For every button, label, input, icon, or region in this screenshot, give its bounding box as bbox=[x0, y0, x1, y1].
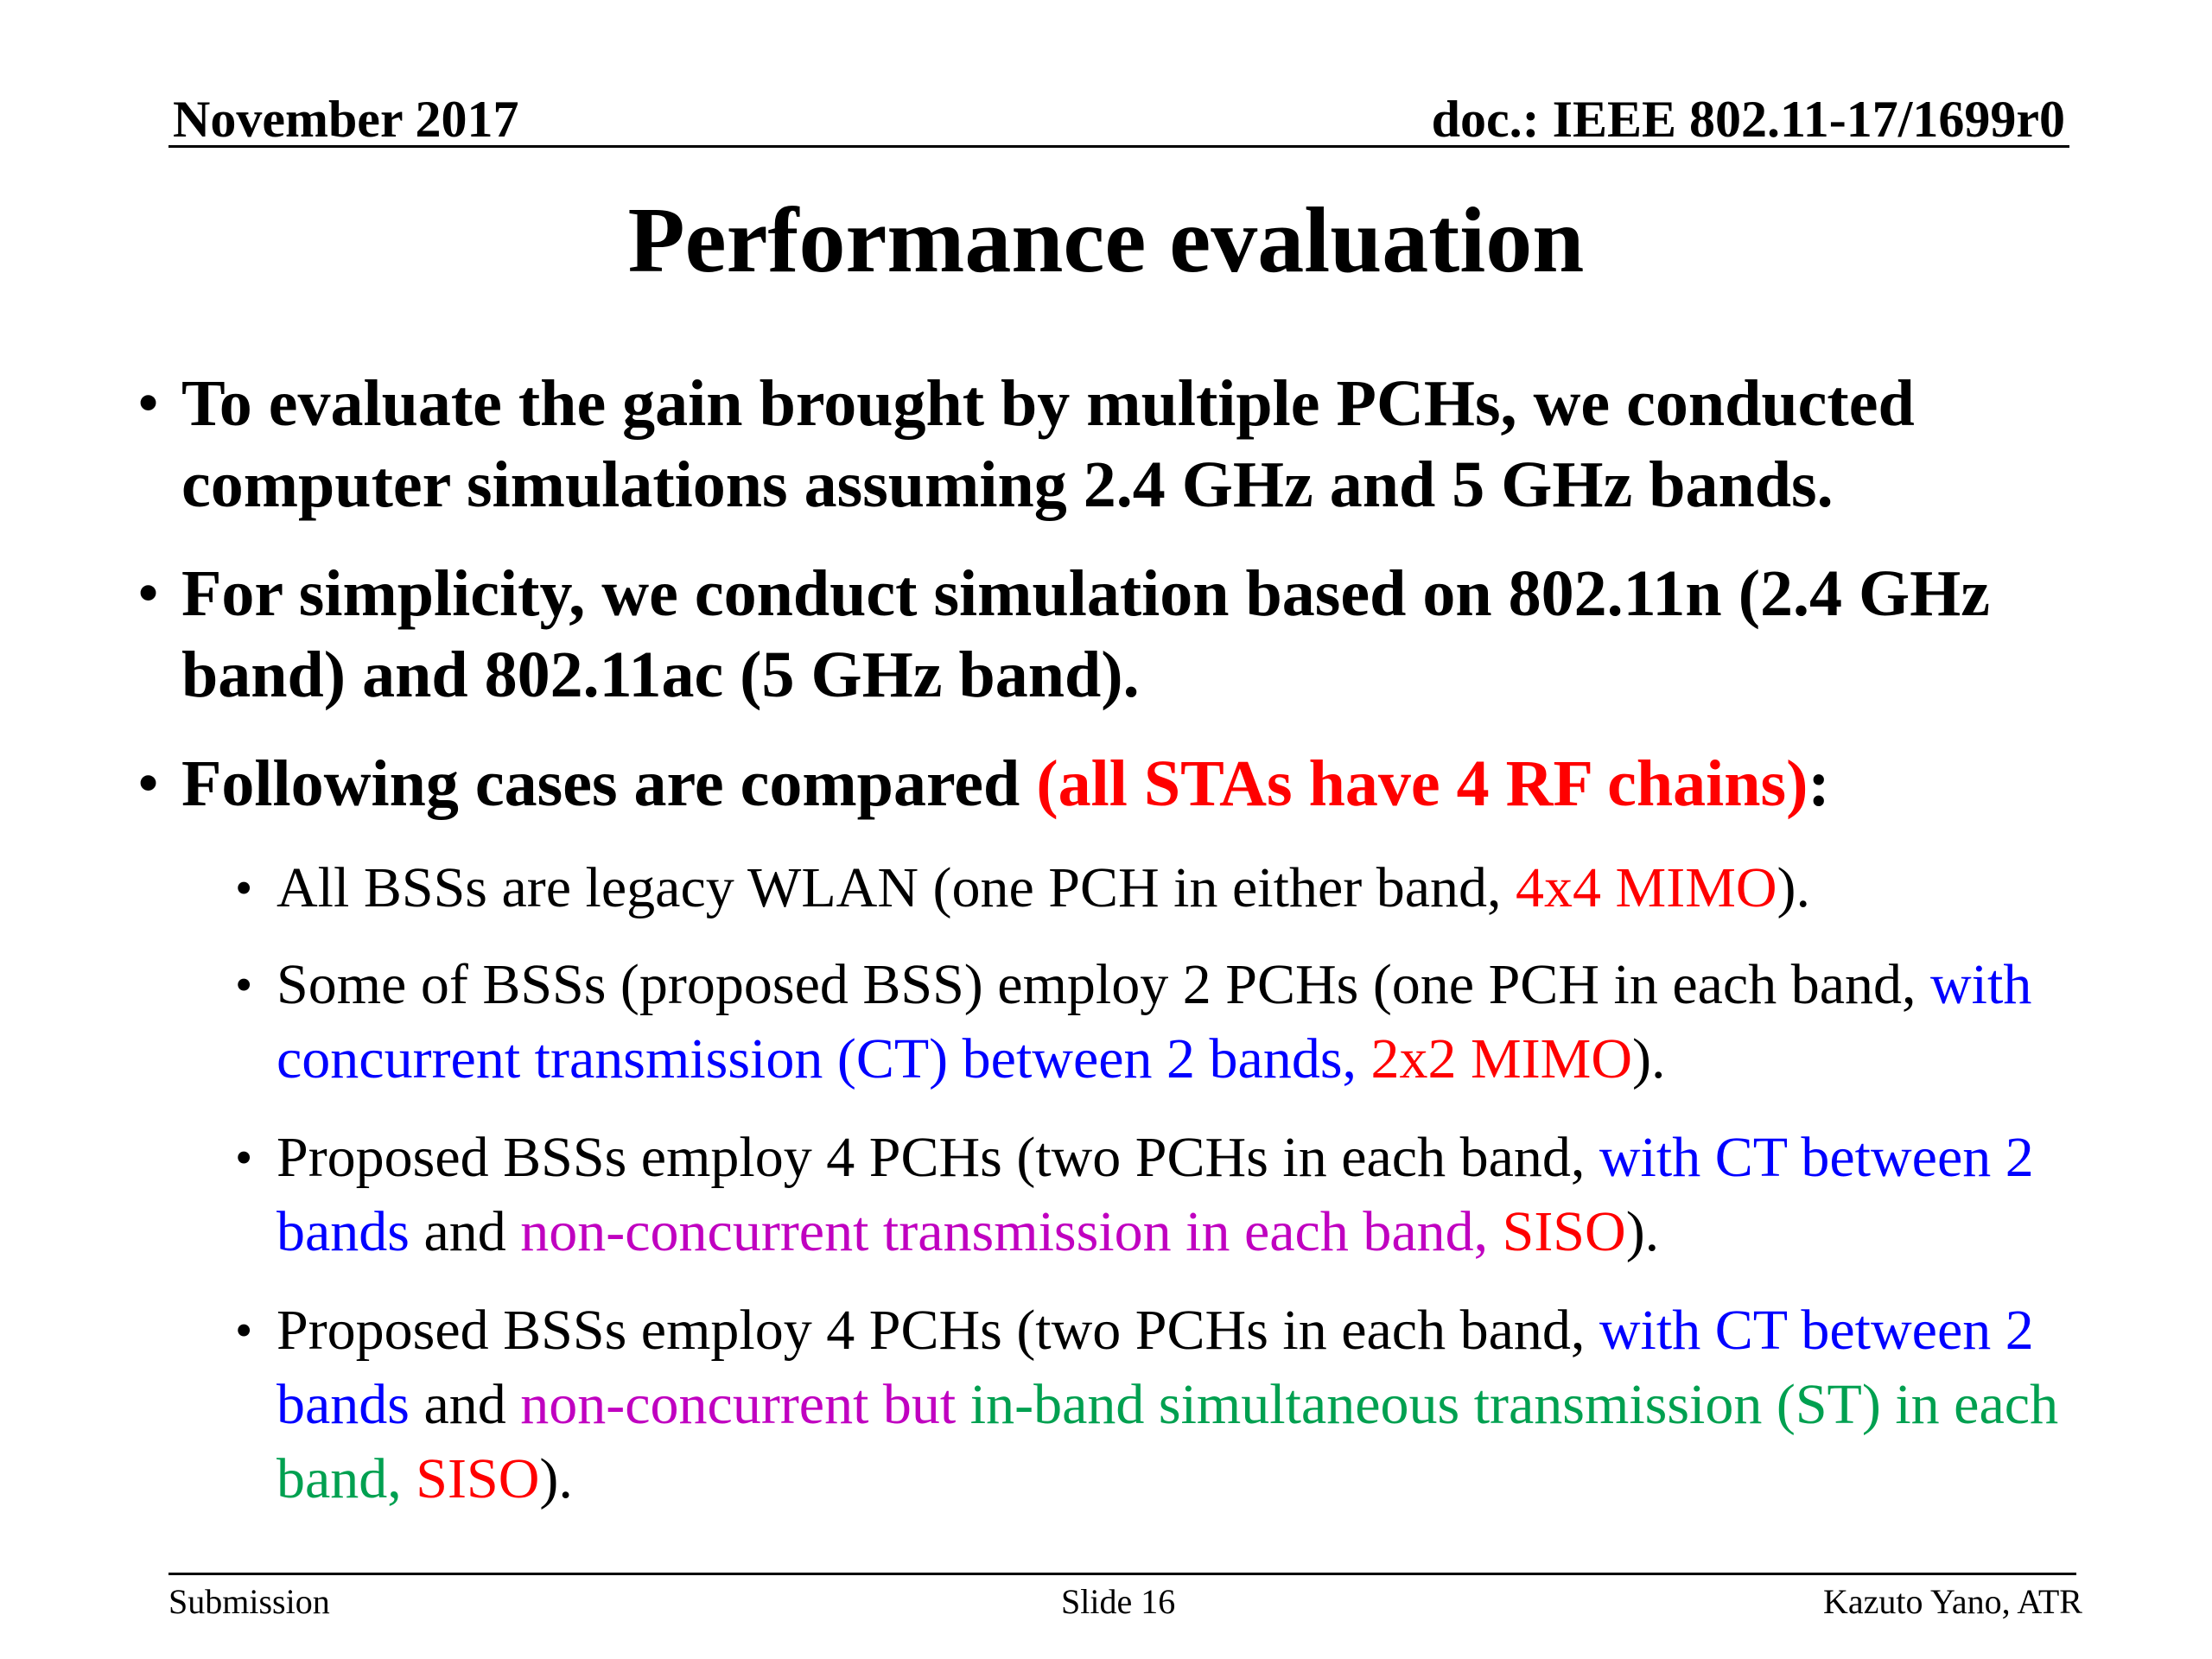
subbullet-four-pchs-simultaneous: • Proposed BSSs employ 4 PCHs (two PCHs … bbox=[235, 1294, 2169, 1516]
header-date: November 2017 bbox=[173, 91, 519, 148]
subbullet-text-end: ). bbox=[539, 1447, 573, 1510]
mimo-4x4-label: 4x4 MIMO bbox=[1516, 856, 1777, 919]
bullet-simplicity: • For simplicity, we conduct simulation … bbox=[138, 553, 2065, 715]
subbullet-text-and: and bbox=[409, 1373, 521, 1436]
subbullet-dot-icon: • bbox=[235, 860, 253, 916]
subbullet-two-pchs: • Some of BSSs (proposed BSS) employ 2 P… bbox=[235, 948, 2169, 1096]
subbullet-text: Proposed BSSs employ 4 PCHs (two PCHs in… bbox=[276, 1126, 1599, 1189]
bullet-evaluate-gain: • To evaluate the gain brought by multip… bbox=[138, 363, 2065, 525]
simultaneous-transmission-note: in-band simultaneous transmission (ST) i… bbox=[276, 1373, 2059, 1510]
subbullet-legacy-wlan: • All BSSs are legacy WLAN (one PCH in e… bbox=[235, 851, 2169, 925]
header-divider bbox=[168, 145, 2069, 148]
ct-between-bands-note: with CT between 2 bands bbox=[276, 1299, 2034, 1436]
subbullet-four-pchs-non-concurrent: • Proposed BSSs employ 4 PCHs (two PCHs … bbox=[235, 1121, 2169, 1269]
bullet-text: To evaluate the gain brought by multiple… bbox=[181, 367, 1915, 521]
footer-divider bbox=[168, 1573, 2076, 1575]
subbullet-text: All BSSs are legacy WLAN (one PCH in eit… bbox=[276, 856, 1516, 919]
bullet-text: For simplicity, we conduct simulation ba… bbox=[181, 557, 1990, 711]
bullet-dot-icon: • bbox=[138, 752, 159, 815]
siso-label: SISO bbox=[416, 1447, 540, 1510]
bullet-text: Following cases are compared bbox=[181, 747, 1037, 820]
subbullet-dot-icon: • bbox=[235, 1129, 253, 1185]
footer-slide-number: Slide 16 bbox=[1061, 1582, 1176, 1621]
footer-submission: Submission bbox=[168, 1582, 330, 1621]
subbullet-text: Some of BSSs (proposed BSS) employ 2 PCH… bbox=[276, 953, 1930, 1016]
subbullet-text-end: ). bbox=[1777, 856, 1811, 919]
subbullet-text: Proposed BSSs employ 4 PCHs (two PCHs in… bbox=[276, 1299, 1599, 1362]
non-concurrent-note: non-concurrent transmission in each band… bbox=[520, 1200, 1503, 1263]
bullet-cases-compared: • Following cases are compared (all STAs… bbox=[138, 743, 2065, 824]
subbullet-dot-icon: • bbox=[235, 957, 253, 1013]
subbullet-text-end: ). bbox=[1632, 1027, 1666, 1090]
concurrent-transmission-note: with concurrent transmission (CT) betwee… bbox=[276, 953, 2032, 1090]
non-concurrent-but-note: non-concurrent but bbox=[520, 1373, 970, 1436]
header-doc-number: doc.: IEEE 802.11-17/1699r0 bbox=[1431, 91, 2065, 148]
subbullet-text-and: and bbox=[409, 1200, 521, 1263]
bullet-dot-icon: • bbox=[138, 372, 159, 435]
footer-author: Kazuto Yano, ATR bbox=[1822, 1582, 2082, 1621]
subbullet-dot-icon: • bbox=[235, 1302, 253, 1358]
bullet-text-end: : bbox=[1808, 747, 1830, 820]
ct-between-bands-note: with CT between 2 bands bbox=[276, 1126, 2034, 1263]
siso-label: SISO bbox=[1502, 1200, 1626, 1263]
subbullet-text-end: ). bbox=[1625, 1200, 1660, 1263]
bullet-dot-icon: • bbox=[138, 562, 159, 625]
rf-chains-note: (all STAs have 4 RF chains) bbox=[1036, 747, 1808, 820]
slide-title: Performance evaluation bbox=[627, 189, 1585, 292]
mimo-2x2-label: 2x2 MIMO bbox=[1370, 1027, 1633, 1090]
